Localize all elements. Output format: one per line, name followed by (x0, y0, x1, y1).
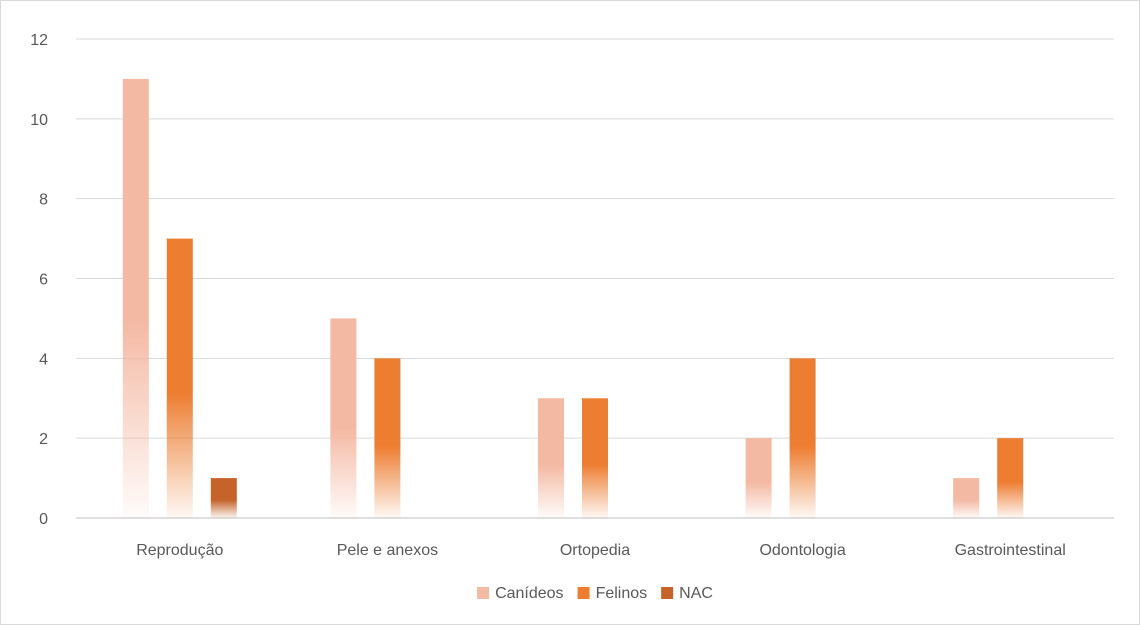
y-tick-label: 4 (39, 351, 48, 368)
legend-swatch (577, 587, 590, 599)
bar (330, 318, 357, 518)
legend-swatch (661, 587, 674, 599)
y-axis-ticks: 0 2 4 6 8 10 12 (30, 32, 48, 528)
legend-swatch (477, 587, 490, 599)
gridlines (76, 38, 1114, 519)
x-category-label: Odontologia (759, 542, 845, 559)
bars (122, 78, 1024, 519)
bar (745, 438, 772, 518)
bar (538, 398, 564, 518)
x-category-label: Reprodução (136, 542, 223, 559)
bar (953, 478, 980, 518)
bar (997, 438, 1024, 518)
y-tick-label: 2 (39, 431, 48, 448)
bar (374, 358, 401, 518)
y-tick-label: 10 (30, 112, 48, 129)
y-tick-label: 8 (39, 192, 48, 209)
legend-label: Felinos (596, 585, 648, 602)
bar (210, 478, 237, 518)
bar (122, 78, 149, 519)
bar (582, 398, 608, 518)
x-axis-categories: Reprodução Pele e anexos Ortopedia Odontolo… (136, 542, 1066, 559)
legend: Canídeos Felinos NAC (477, 585, 713, 602)
y-tick-label: 6 (39, 272, 48, 289)
bar (166, 238, 193, 519)
legend-label: Canídeos (495, 585, 564, 602)
legend-label: NAC (679, 585, 713, 602)
y-tick-label: 12 (30, 32, 48, 49)
x-category-label: Ortopedia (560, 542, 630, 559)
y-tick-label: 0 (39, 511, 48, 528)
x-category-label: Pele e anexos (337, 542, 438, 559)
x-category-label: Gastrointestinal (955, 542, 1066, 559)
bar (789, 358, 816, 518)
